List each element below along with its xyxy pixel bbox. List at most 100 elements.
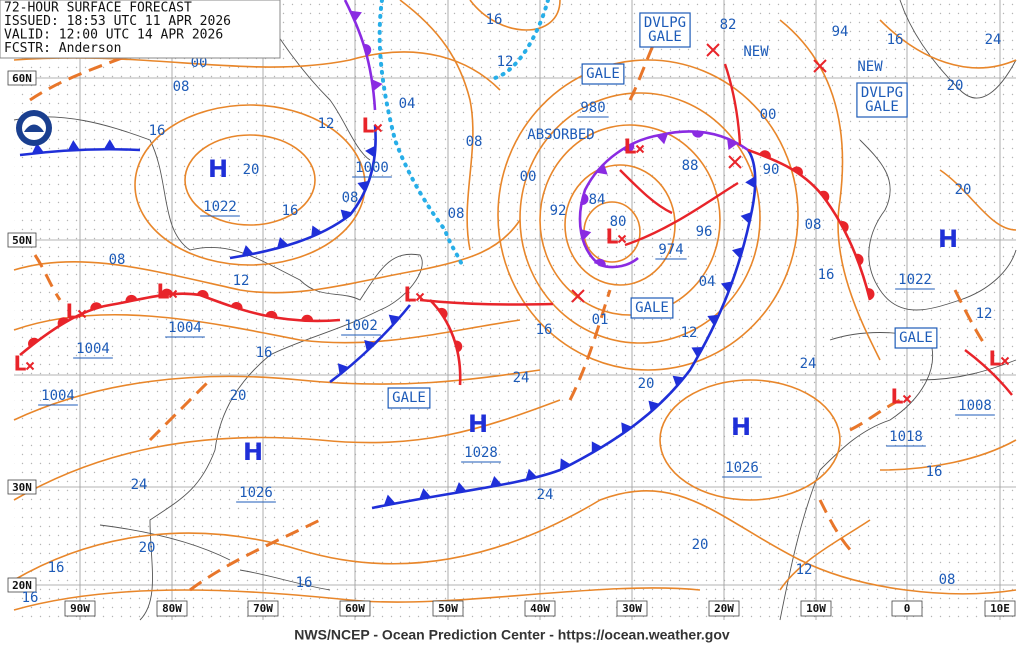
pressure-value: 1026 — [725, 460, 759, 476]
front-triangle — [364, 339, 376, 352]
isobar-label: 12 — [681, 325, 698, 341]
front-semicircle — [454, 340, 463, 353]
low-center-mark — [77, 309, 87, 319]
front-triangle — [31, 143, 44, 154]
longitude-label-box — [156, 600, 188, 617]
front-semicircle — [855, 253, 864, 266]
isobar-label: 20 — [692, 537, 709, 553]
front-triangle — [731, 247, 744, 259]
warning-label: DVLPG GALE — [644, 15, 686, 45]
front-triangle — [672, 375, 685, 387]
front-semicircle — [28, 337, 39, 348]
front-triangle — [277, 237, 289, 249]
isobar-label: 20 — [638, 376, 655, 392]
isobar-label: 20 — [139, 540, 156, 556]
pressure-value: 1000 — [355, 160, 389, 176]
front-triangle — [419, 488, 431, 500]
isobar-label: 12 — [233, 273, 250, 289]
isobar-label: 24 — [131, 477, 148, 493]
longitude-label: 80W — [162, 602, 182, 615]
pressure-value: 1028 — [464, 445, 498, 461]
isobar-label: 16 — [486, 12, 503, 28]
front-triangle — [311, 225, 323, 238]
longitude-label: 90W — [70, 602, 90, 615]
isobar-label: 24 — [800, 356, 817, 372]
forecast-pressure: 90 — [763, 162, 780, 178]
longitude-label-box — [800, 600, 832, 617]
high-symbol: H — [243, 438, 263, 466]
isobar-label: 00 — [520, 169, 537, 185]
front-triangle — [691, 347, 704, 358]
isobar-label: 20 — [955, 182, 972, 198]
warning-box — [856, 82, 908, 118]
isobar-label: 16 — [48, 560, 65, 576]
warning-label: NEW — [743, 44, 769, 60]
isobar-label: 16 — [818, 267, 835, 283]
warning-label: GALE — [586, 66, 620, 82]
warning-label: GALE — [899, 330, 933, 346]
forecast-pressure: 01 — [592, 312, 609, 328]
pressure-value: 1004 — [41, 388, 75, 404]
longitude-label-box — [708, 600, 740, 617]
front-triangle — [388, 314, 401, 326]
low-symbol: L — [157, 280, 170, 304]
isobar-label: 04 — [699, 274, 716, 290]
isobar-label: 96 — [696, 224, 713, 240]
isobar-label: 20 — [230, 388, 247, 404]
front-semicircle — [866, 288, 875, 300]
isobar-label: 24 — [985, 32, 1002, 48]
front-triangle — [365, 145, 376, 158]
longitude-label-box — [891, 600, 923, 617]
forecast-pressure: 94 — [832, 24, 849, 40]
isobar-label: 08 — [448, 206, 465, 222]
high-symbol: H — [731, 413, 751, 441]
forecast-position-mark — [571, 289, 585, 303]
front-triangle — [337, 363, 349, 375]
warning-label: ABSORBED — [527, 127, 594, 143]
forecast-position-mark — [728, 155, 742, 169]
footer: NWS/NCEP - Ocean Prediction Center - htt… — [294, 627, 730, 643]
warning-box — [387, 387, 431, 409]
front-semicircle — [197, 289, 209, 299]
front-semicircle — [691, 131, 704, 138]
longitude-label: 0 — [904, 602, 911, 615]
low-symbol: L — [606, 225, 619, 249]
longitude-label: 50W — [438, 602, 458, 615]
isobar-label: 08 — [466, 134, 483, 150]
latitude-label-box — [7, 232, 37, 248]
low-center-mark — [168, 289, 178, 299]
longitude-label-box — [339, 600, 371, 617]
longitude-label: 30W — [622, 602, 642, 615]
front-semicircle — [581, 193, 589, 205]
front-triangle — [454, 482, 467, 493]
isobar-label: 08 — [109, 252, 126, 268]
front-triangle — [350, 10, 362, 22]
isobar-label: 12 — [976, 306, 993, 322]
warning-label: GALE — [635, 300, 669, 316]
isobar-label: 12 — [318, 116, 335, 132]
longitude-label-box — [247, 600, 279, 617]
header-line: 72-HOUR SURFACE FORECAST — [4, 1, 192, 16]
pressure-value: 1022 — [203, 199, 237, 215]
isobar-label: 24 — [537, 487, 554, 503]
front-semicircle — [363, 43, 372, 56]
longitude-label: 20W — [714, 602, 734, 615]
isobar-label: 92 — [550, 203, 567, 219]
front-triangle — [648, 400, 660, 413]
wind-arrows — [419, 63, 1013, 396]
longitude-label: 40W — [530, 602, 550, 615]
isobar-label: 16 — [887, 32, 904, 48]
front-triangle — [340, 209, 353, 221]
warning-label: NEW — [857, 59, 883, 75]
isobar-label: 20 — [243, 162, 260, 178]
front-semicircle — [265, 310, 278, 318]
pressure-value: 1004 — [76, 341, 110, 357]
warning-label: DVLPG GALE — [861, 85, 903, 115]
isobar-label: 12 — [796, 562, 813, 578]
isobar-label: 16 — [536, 322, 553, 338]
isobar-label: 16 — [149, 123, 166, 139]
latitude-label: 60N — [12, 72, 32, 85]
isobar-label: 00 — [191, 55, 208, 71]
header-box — [0, 0, 281, 59]
isobar-label: 20 — [947, 78, 964, 94]
